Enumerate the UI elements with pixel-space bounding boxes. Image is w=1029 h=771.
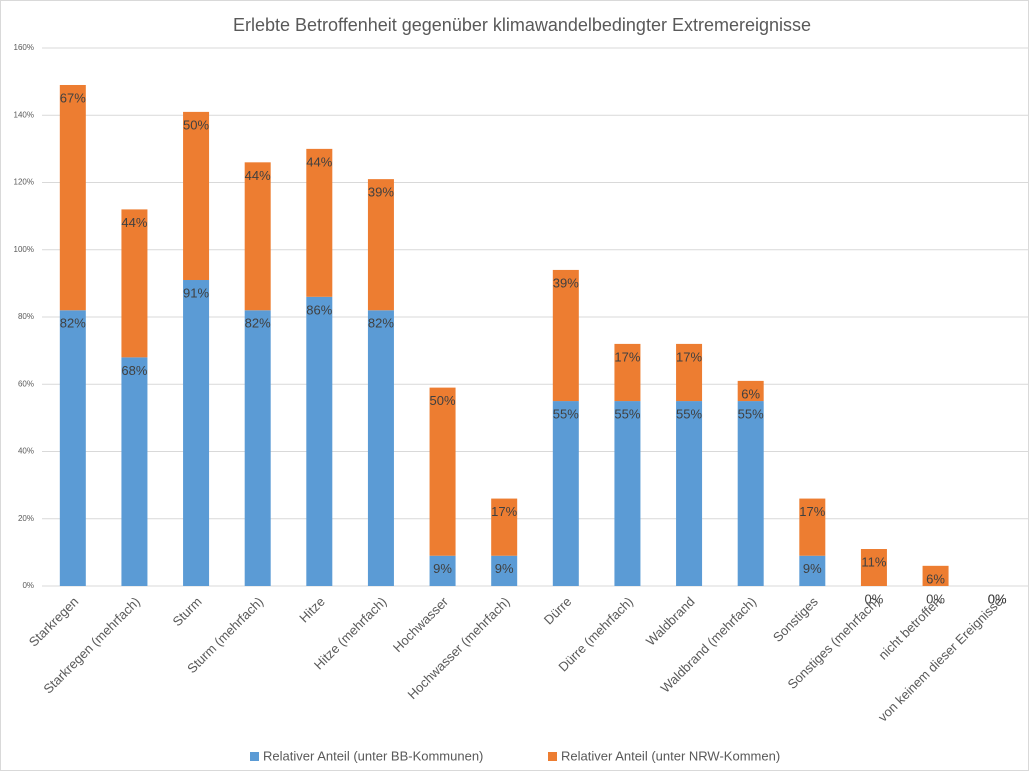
value-label: 17% [799,504,825,519]
value-label: 50% [430,393,456,408]
value-label: 6% [926,571,945,586]
bar-segment [306,296,333,586]
y-tick-label: 60% [18,379,34,388]
bar-segment [552,269,579,402]
value-label: 9% [433,561,452,576]
value-label: 39% [553,275,579,290]
bar-segment [244,162,271,311]
value-label: 44% [245,168,271,183]
bar-segment [614,401,641,586]
value-label: 44% [306,154,332,169]
bar-segment [676,343,703,402]
y-tick-label: 100% [14,245,34,254]
bar-segment [121,209,148,358]
bar-segment [59,84,86,311]
bar-segment [737,380,764,402]
bar-segment [429,387,456,556]
y-tick-label: 140% [14,110,34,119]
value-label: 17% [614,349,640,364]
value-label: 55% [738,407,764,422]
bar-segment [676,401,703,586]
y-tick-label: 80% [18,312,34,321]
value-label: 67% [60,90,86,105]
value-label: 55% [553,407,579,422]
value-label: 44% [121,215,147,230]
y-tick-label: 160% [14,43,34,52]
value-label: 82% [60,316,86,331]
legend-swatch [548,752,557,761]
bar-segment [799,555,826,586]
value-label: 0% [988,591,1007,606]
bar-segment [799,498,826,556]
legend-label: Relativer Anteil (unter BB-Kommunen) [263,748,483,763]
value-label: 17% [676,349,702,364]
bar-segment [183,280,210,586]
value-label: 0% [926,591,945,606]
value-label: 82% [368,316,394,331]
value-label: 9% [495,561,514,576]
bar-segment [59,310,86,586]
value-label: 0% [988,591,1007,606]
value-label: 86% [306,302,332,317]
bar-segment [306,148,333,297]
bar-segment [922,565,949,586]
y-tick-label: 0% [22,581,34,590]
legend-swatch [250,752,259,761]
y-tick-label: 20% [18,514,34,523]
value-label: 6% [741,386,760,401]
value-label: 11% [861,554,886,569]
value-label: 68% [121,363,147,378]
bar-segment [367,310,394,586]
value-label: 55% [614,407,640,422]
y-tick-label: 120% [14,178,34,187]
chart-title: Erlebte Betroffenheit gegenüber klimawan… [233,15,811,35]
y-tick-label: 40% [18,447,34,456]
bar-segment [367,179,394,311]
value-label: 55% [676,407,702,422]
value-label: 91% [183,285,209,300]
value-label: 17% [491,504,517,519]
bar-segment [121,357,148,586]
bar-segment [614,343,641,402]
value-label: 0% [865,591,884,606]
legend-label: Relativer Anteil (unter NRW-Kommen) [561,748,780,763]
value-label: 82% [245,316,271,331]
bar-segment [244,310,271,586]
value-label: 39% [368,185,394,200]
bar-segment [737,401,764,586]
bar-segment [491,555,518,586]
bar-segment [860,549,887,586]
value-label: 50% [183,117,209,132]
bar-segment [183,111,210,281]
bar-segment [429,555,456,586]
bar-segment [491,498,518,556]
bar-segment [552,401,579,586]
value-label: 9% [803,561,822,576]
